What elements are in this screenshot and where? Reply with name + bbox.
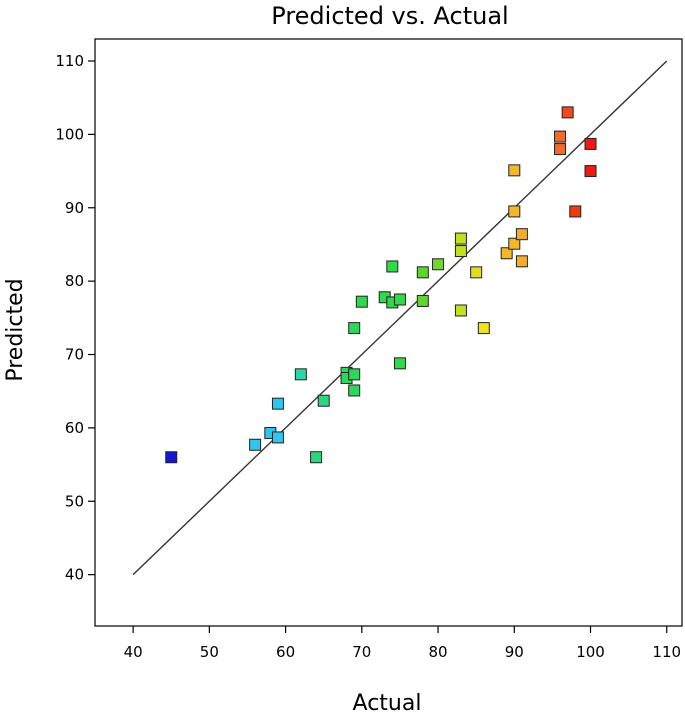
x-tick-label: 100 xyxy=(576,643,605,661)
data-point xyxy=(584,165,597,178)
y-tick-label: 70 xyxy=(65,346,84,364)
data-point xyxy=(569,205,582,218)
data-point xyxy=(508,164,521,177)
x-tick-label: 60 xyxy=(276,643,295,661)
data-point xyxy=(416,294,429,307)
data-point xyxy=(470,266,483,279)
data-point xyxy=(271,397,284,410)
y-tick-label: 40 xyxy=(65,566,84,584)
x-tick-label: 110 xyxy=(652,643,681,661)
data-point xyxy=(348,322,361,335)
x-tick-label: 80 xyxy=(429,643,448,661)
y-tick-label: 50 xyxy=(65,492,84,510)
y-tick-label: 60 xyxy=(65,419,84,437)
data-point xyxy=(348,368,361,381)
data-point xyxy=(386,260,399,273)
data-point xyxy=(294,368,307,381)
data-point xyxy=(584,137,597,150)
y-axis-label: Predicted xyxy=(3,278,28,381)
data-point xyxy=(393,293,406,306)
data-point xyxy=(477,322,490,335)
data-point xyxy=(561,106,574,119)
reference-line xyxy=(132,60,668,576)
x-tick-label: 70 xyxy=(352,643,371,661)
x-axis-label: Actual xyxy=(353,691,422,714)
x-tick-label: 90 xyxy=(505,643,524,661)
data-point xyxy=(165,451,178,464)
data-point xyxy=(454,232,467,245)
y-tick-label: 90 xyxy=(65,199,84,217)
plot-frame xyxy=(94,38,683,627)
y-tick-label: 100 xyxy=(55,125,84,143)
data-points xyxy=(165,106,597,464)
data-point xyxy=(515,255,528,268)
data-point xyxy=(393,357,406,370)
x-axis: 40 50 60 70 80 90 100 110 xyxy=(124,626,681,661)
data-point xyxy=(515,228,528,241)
data-point xyxy=(432,258,445,271)
data-point xyxy=(416,266,429,279)
x-tick-label: 40 xyxy=(124,643,143,661)
data-point xyxy=(348,384,361,397)
y-axis: 40 50 60 70 80 90 100 110 xyxy=(55,52,95,584)
chart-title: Predicted vs. Actual xyxy=(271,2,508,30)
data-point xyxy=(454,304,467,317)
data-point xyxy=(310,451,323,464)
y-tick-label: 110 xyxy=(55,52,84,70)
data-point xyxy=(454,245,467,258)
data-point xyxy=(271,431,284,444)
data-point xyxy=(317,394,330,407)
data-point xyxy=(500,247,513,260)
data-point xyxy=(249,438,262,451)
data-point xyxy=(355,295,368,308)
data-point xyxy=(508,205,521,218)
x-tick-label: 50 xyxy=(200,643,219,661)
data-point xyxy=(554,130,567,143)
data-point xyxy=(554,143,567,156)
y-tick-label: 80 xyxy=(65,272,84,290)
data-point xyxy=(508,237,521,250)
